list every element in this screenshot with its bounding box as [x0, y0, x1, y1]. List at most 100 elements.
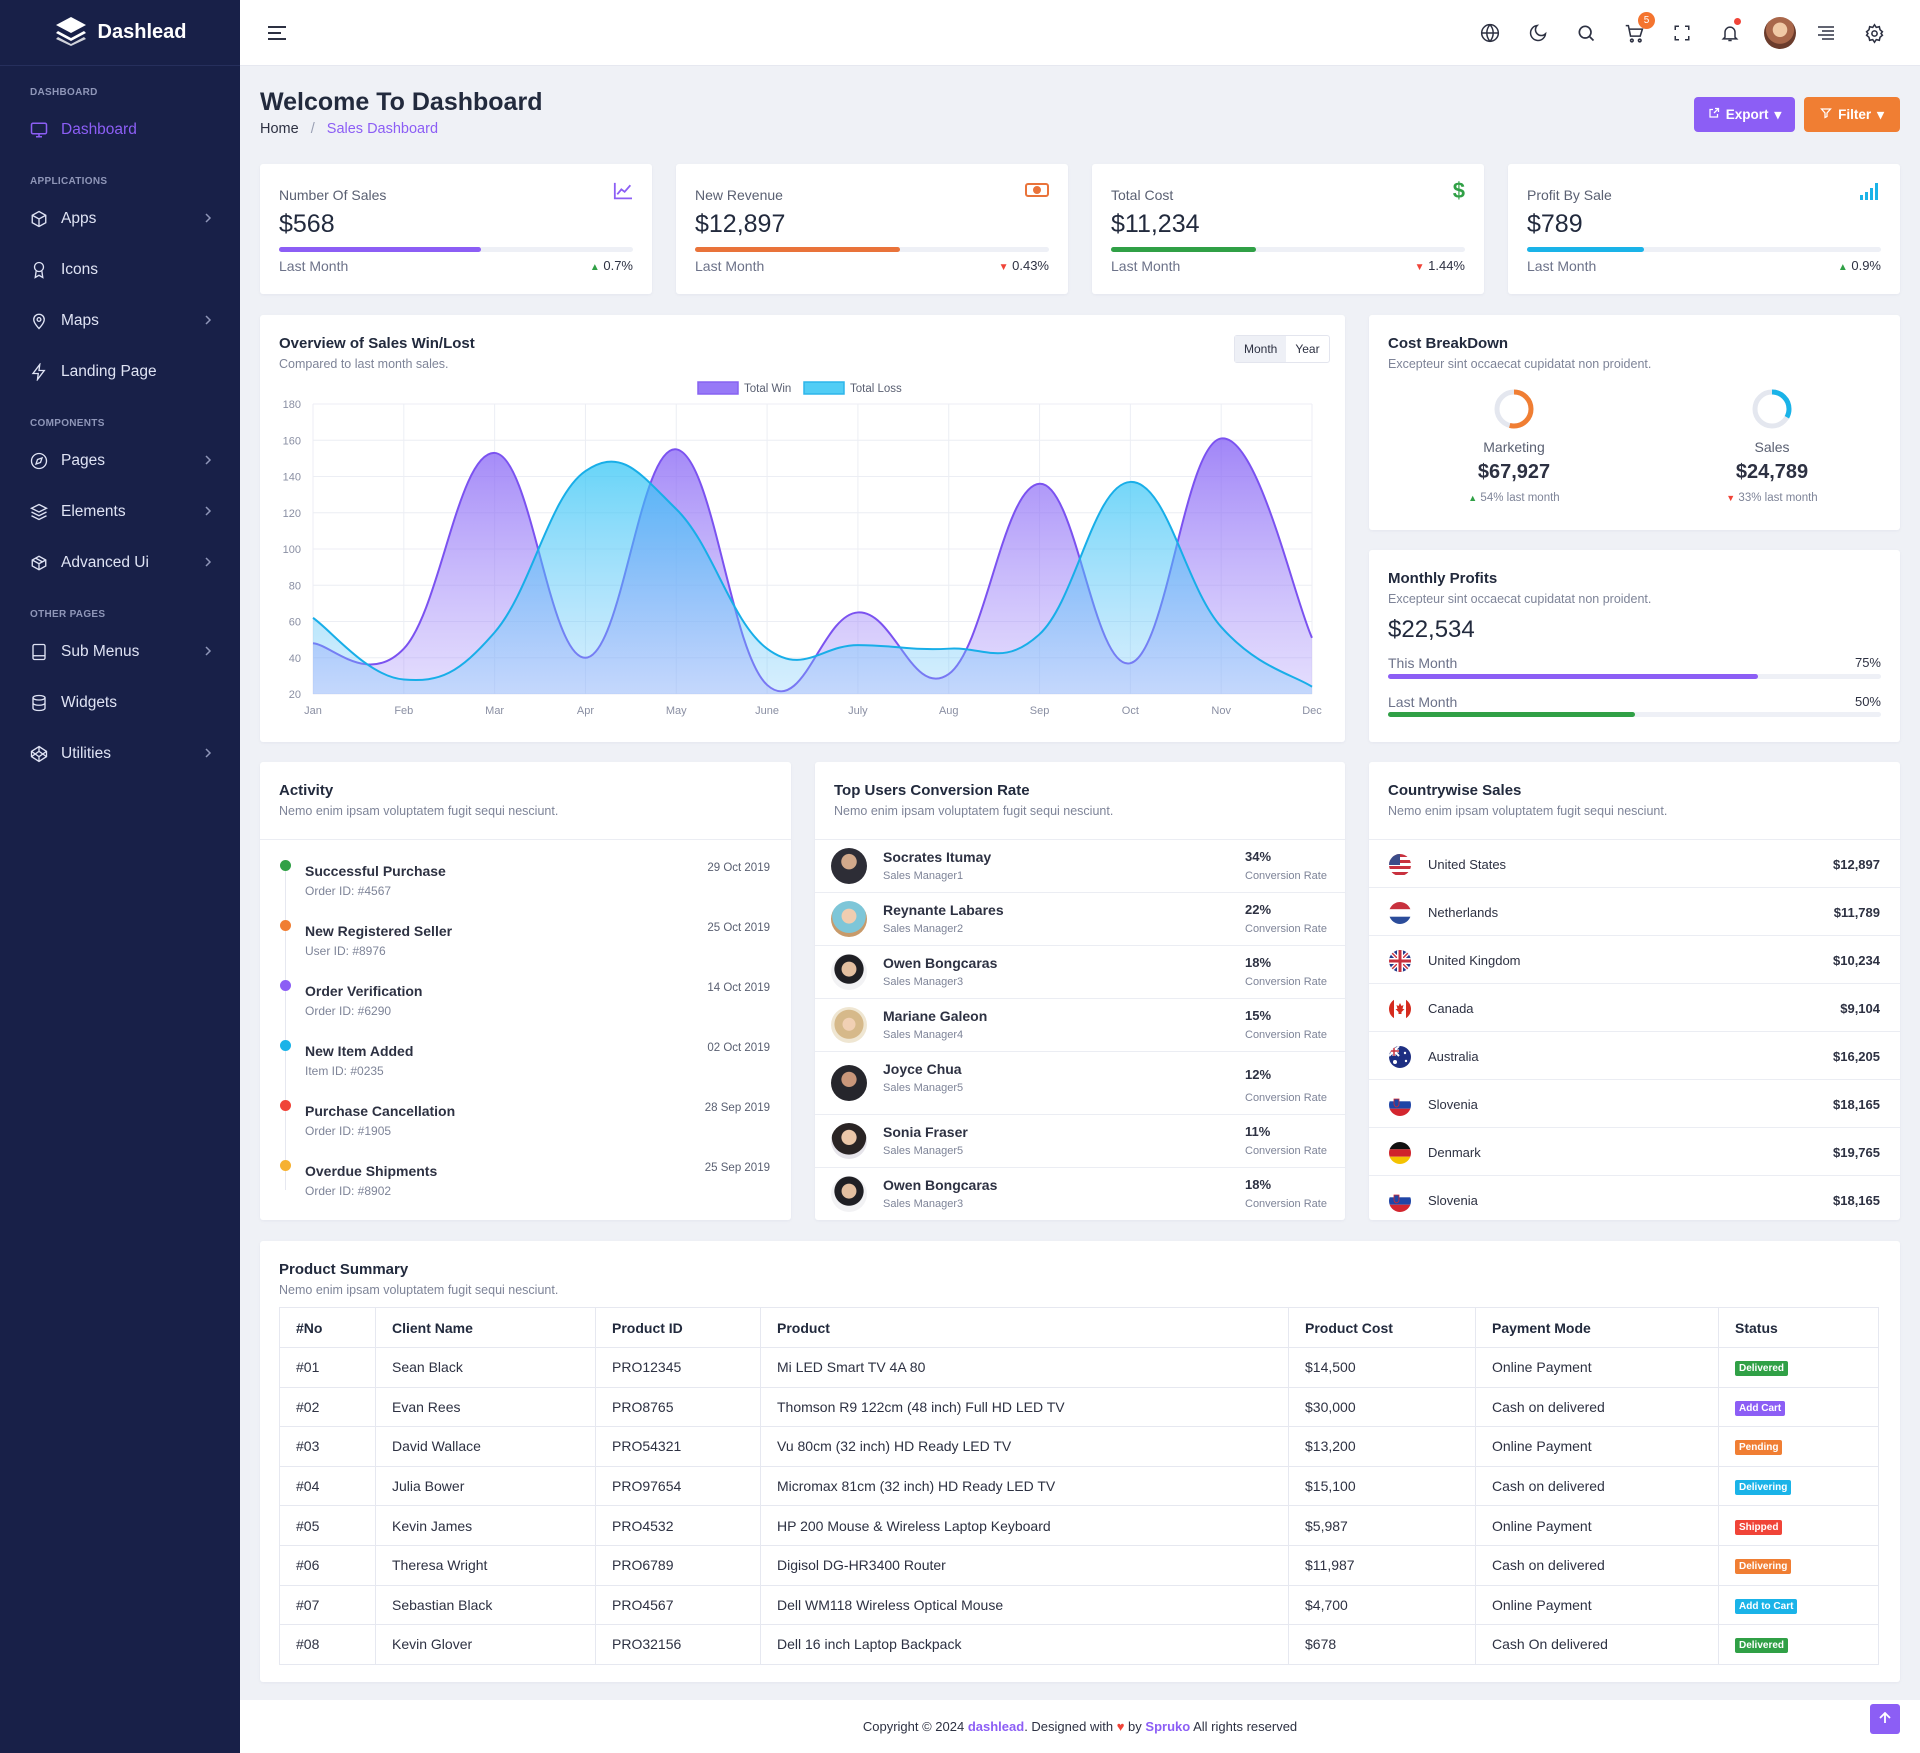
column-header[interactable]: Payment Mode — [1475, 1307, 1719, 1348]
sidebar-item-apps[interactable]: Apps — [0, 193, 240, 244]
country-row[interactable]: Slovenia $18,165 — [1369, 1176, 1900, 1220]
export-button[interactable]: Export ▾ — [1694, 97, 1795, 132]
country-row[interactable]: United Kingdom $10,234 — [1369, 936, 1900, 984]
user-row[interactable]: Sonia Fraser Sales Manager5 11% Conversi… — [815, 1115, 1345, 1168]
table-row[interactable]: #04 Julia Bower PRO97654 Micromax 81cm (… — [279, 1465, 1879, 1507]
conversion-label: Conversion Rate — [1245, 1092, 1327, 1104]
sidebar-item-dashboard[interactable]: Dashboard — [0, 104, 240, 155]
breadcrumb-home[interactable]: Home — [260, 121, 299, 137]
profit-bar-fill — [1388, 712, 1635, 717]
country-row[interactable]: Australia $16,205 — [1369, 1032, 1900, 1080]
cell-product-id: PRO12345 — [595, 1347, 761, 1388]
country-row[interactable]: Canada $9,104 — [1369, 984, 1900, 1032]
table-row[interactable]: #03 David Wallace PRO54321 Vu 80cm (32 i… — [279, 1426, 1879, 1467]
cell-status: Shipped — [1718, 1505, 1879, 1546]
country-row[interactable]: Netherlands $11,789 — [1369, 888, 1900, 936]
activity-item[interactable]: New Item Added Item ID: #0235 02 Oct 201… — [280, 1040, 770, 1100]
x-tick-label: Nov — [1211, 705, 1231, 717]
moon-icon[interactable] — [1526, 21, 1550, 45]
table-row[interactable]: #07 Sebastian Black PRO4567 Dell WM118 W… — [279, 1584, 1879, 1626]
chevron-right-icon — [204, 746, 212, 764]
table-row[interactable]: #01 Sean Black PRO12345 Mi LED Smart TV … — [279, 1347, 1879, 1388]
column-header[interactable]: #No — [279, 1307, 376, 1348]
signal-icon — [1859, 182, 1881, 204]
globe-icon[interactable] — [1478, 21, 1502, 45]
country-row[interactable]: Denmark $19,765 — [1369, 1128, 1900, 1176]
uk-flag-icon — [1389, 950, 1411, 972]
user-row[interactable]: Owen Bongcaras Sales Manager3 18% Conver… — [815, 1168, 1345, 1220]
table-row[interactable]: #08 Kevin Glover PRO32156 Dell 16 inch L… — [279, 1624, 1879, 1665]
column-header[interactable]: Status — [1718, 1307, 1879, 1348]
y-tick-label: 60 — [289, 617, 301, 629]
table-row[interactable]: #06 Theresa Wright PRO6789 Digisol DG-HR… — [279, 1544, 1879, 1586]
series-line-total-loss — [312, 460, 1313, 688]
map-pin-icon — [30, 312, 48, 330]
x-tick-label: Jan — [304, 705, 322, 717]
user-row[interactable]: Socrates Itumay Sales Manager1 34% Conve… — [815, 840, 1345, 893]
avatar[interactable] — [1764, 17, 1796, 49]
country-row[interactable]: Slovenia $18,165 — [1369, 1080, 1900, 1128]
country-row[interactable]: United States $12,897 — [1369, 840, 1900, 888]
nl-flag-icon — [1389, 902, 1411, 924]
avatar — [831, 954, 867, 990]
sidebar-item-label: Sub Menus — [61, 642, 140, 660]
activity-item[interactable]: Order Verification Order ID: #6290 14 Oc… — [280, 980, 770, 1040]
activity-card: Activity Nemo enim ipsam voluptatem fugi… — [260, 762, 791, 1220]
fullscreen-icon[interactable] — [1670, 21, 1694, 45]
column-header[interactable]: Product Cost — [1288, 1307, 1476, 1348]
sidebar-item-label: Pages — [61, 451, 105, 469]
activity-item[interactable]: Successful Purchase Order ID: #4567 29 O… — [280, 860, 770, 920]
cell-cost: $678 — [1288, 1624, 1476, 1665]
brand[interactable]: Dashlead — [0, 0, 240, 66]
back-to-top-button[interactable] — [1870, 1704, 1900, 1734]
sidebar-item-pages[interactable]: Pages — [0, 435, 240, 486]
stat-progress — [279, 247, 633, 252]
sidebar-item-maps[interactable]: Maps — [0, 295, 240, 346]
column-header[interactable]: Product ID — [595, 1307, 761, 1348]
activity-item[interactable]: Purchase Cancellation Order ID: #1905 28… — [280, 1100, 770, 1160]
user-row[interactable]: Mariane Galeon Sales Manager4 15% Conver… — [815, 999, 1345, 1052]
column-header[interactable]: Product — [760, 1307, 1289, 1348]
search-icon[interactable] — [1574, 21, 1598, 45]
country-name: Slovenia — [1428, 1097, 1478, 1112]
activity-item[interactable]: New Registered Seller User ID: #8976 25 … — [280, 920, 770, 980]
cell-product: Vu 80cm (32 inch) HD Ready LED TV — [760, 1426, 1289, 1467]
caret-down-icon: ▾ — [1877, 106, 1884, 122]
column-header[interactable]: Client Name — [375, 1307, 596, 1348]
filter-button[interactable]: Filter ▾ — [1804, 97, 1900, 132]
stat-label: Number Of Sales — [279, 187, 387, 203]
sidebar-item-icons[interactable]: Icons — [0, 244, 240, 295]
activity-item[interactable]: Overdue Shipments Order ID: #8902 25 Sep… — [280, 1160, 770, 1220]
sidebar-item-widgets[interactable]: Widgets — [0, 677, 240, 728]
country-name: Denmark — [1428, 1145, 1481, 1160]
sidebar-section-components: COMPONENTS — [30, 418, 105, 429]
cost-note: ▲ 54% last month — [1414, 492, 1614, 504]
user-row[interactable]: Reynante Labares Sales Manager2 22% Conv… — [815, 893, 1345, 946]
table-row[interactable]: #02 Evan Rees PRO8765 Thomson R9 122cm (… — [279, 1386, 1879, 1428]
activity-title: Purchase Cancellation — [305, 1103, 456, 1119]
status-dot — [280, 920, 291, 931]
toggle-month[interactable]: Month — [1235, 336, 1287, 362]
footer-site-link[interactable]: dashlead — [967, 1719, 1025, 1734]
gear-icon[interactable] — [1862, 21, 1886, 45]
stat-progress — [1527, 247, 1881, 252]
bell-icon[interactable] — [1718, 18, 1742, 45]
sidebar-item-advanced-ui[interactable]: Advanced Ui — [0, 537, 240, 588]
user-row[interactable]: Joyce Chua Sales Manager5 12% Conversion… — [815, 1052, 1345, 1115]
sidebar-item-elements[interactable]: Elements — [0, 486, 240, 537]
card-title: Product Summary — [279, 1261, 409, 1278]
sidebar-item-utilities[interactable]: Utilities — [0, 728, 240, 779]
avatar — [831, 1065, 867, 1101]
conversion-label: Conversion Rate — [1245, 870, 1327, 882]
sidebar-item-sub-menus[interactable]: Sub Menus — [0, 626, 240, 677]
menu-toggle-icon[interactable] — [265, 21, 289, 45]
cart-icon[interactable]: 5 — [1622, 12, 1655, 45]
user-row[interactable]: Owen Bongcaras Sales Manager3 18% Conver… — [815, 946, 1345, 999]
status-dot — [280, 1040, 291, 1051]
right-sidebar-toggle-icon[interactable] — [1814, 21, 1838, 45]
footer-company-link[interactable]: Spruko — [1145, 1719, 1191, 1734]
award-icon — [30, 261, 48, 279]
sidebar-item-landing-page[interactable]: Landing Page — [0, 346, 240, 397]
table-row[interactable]: #05 Kevin James PRO4532 HP 200 Mouse & W… — [279, 1505, 1879, 1546]
toggle-year[interactable]: Year — [1295, 342, 1320, 356]
